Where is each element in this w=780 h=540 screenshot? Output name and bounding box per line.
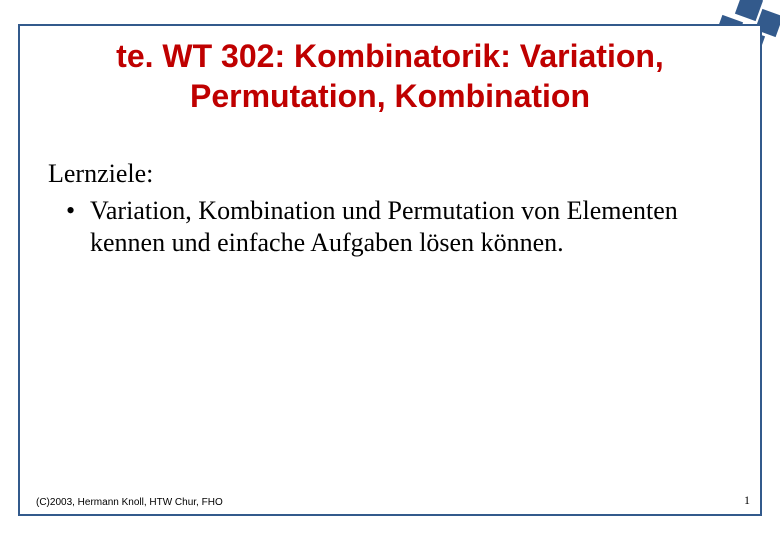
slide-title: te. WT 302: Kombinatorik: Variation, Per…	[52, 36, 728, 116]
list-item: Variation, Kombination und Permutation v…	[74, 195, 732, 260]
bullet-list: Variation, Kombination und Permutation v…	[48, 195, 732, 260]
body-subhead: Lernziele:	[48, 158, 732, 191]
footer-copyright: (C)2003, Hermann Knoll, HTW Chur, FHO	[36, 497, 223, 508]
slide-body: Lernziele: Variation, Kombination und Pe…	[48, 158, 732, 260]
slide-number: 1	[744, 493, 750, 508]
